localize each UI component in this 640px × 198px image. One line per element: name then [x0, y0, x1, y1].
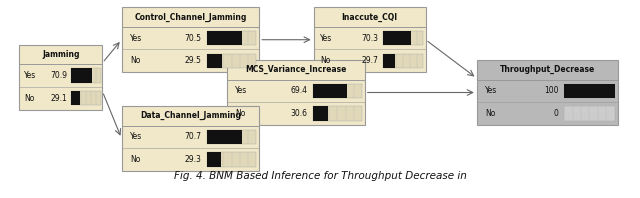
Bar	[312, 84, 362, 98]
Bar	[383, 31, 424, 45]
Bar	[207, 31, 257, 45]
Text: Yes: Yes	[485, 86, 497, 95]
Bar	[207, 53, 221, 68]
Bar	[383, 53, 424, 68]
Text: 70.3: 70.3	[362, 34, 379, 43]
Bar	[207, 31, 242, 45]
Bar	[314, 7, 426, 72]
Text: Jamming: Jamming	[42, 50, 79, 59]
Text: 70.9: 70.9	[51, 71, 67, 80]
Bar	[207, 130, 242, 144]
Text: No: No	[130, 56, 140, 65]
Bar	[207, 53, 257, 68]
Text: No: No	[130, 155, 140, 164]
Text: Control_Channel_Jamming: Control_Channel_Jamming	[134, 12, 246, 22]
Bar	[71, 68, 100, 83]
Bar	[122, 106, 259, 171]
Text: No: No	[485, 109, 495, 118]
Bar	[564, 84, 615, 98]
Text: No: No	[24, 94, 35, 103]
Text: Yes: Yes	[130, 132, 142, 141]
Text: 70.5: 70.5	[184, 34, 202, 43]
Text: 70.7: 70.7	[184, 132, 202, 141]
Bar	[207, 130, 257, 144]
Bar	[312, 106, 328, 121]
Bar	[227, 60, 365, 125]
Text: Yes: Yes	[24, 71, 36, 80]
Text: 29.5: 29.5	[184, 56, 202, 65]
Text: 69.4: 69.4	[290, 86, 307, 95]
Bar	[312, 84, 347, 98]
Bar	[71, 91, 79, 106]
Text: 29.3: 29.3	[184, 155, 202, 164]
Text: Data_Channel_Jamming: Data_Channel_Jamming	[140, 111, 241, 120]
Bar	[207, 152, 257, 167]
Bar	[312, 106, 362, 121]
Bar	[71, 68, 92, 83]
Bar	[383, 53, 395, 68]
Text: No: No	[236, 109, 246, 118]
Bar	[71, 91, 100, 106]
Text: 29.1: 29.1	[51, 94, 67, 103]
Bar	[564, 84, 615, 98]
Text: 29.7: 29.7	[362, 56, 379, 65]
Text: Yes: Yes	[130, 34, 142, 43]
Text: Fig. 4. BNM Based Inference for Throughput Decrease in: Fig. 4. BNM Based Inference for Throughp…	[173, 171, 467, 181]
Text: MCS_Variance_Increase: MCS_Variance_Increase	[245, 65, 347, 74]
Text: Inaccute_CQI: Inaccute_CQI	[342, 12, 397, 22]
Text: 30.6: 30.6	[290, 109, 307, 118]
Text: 0: 0	[554, 109, 559, 118]
Bar	[477, 60, 618, 125]
Bar	[383, 31, 412, 45]
Bar	[19, 45, 102, 109]
Bar	[207, 152, 221, 167]
Text: No: No	[320, 56, 331, 65]
Bar	[122, 7, 259, 72]
Text: Throughput_Decrease: Throughput_Decrease	[500, 65, 595, 74]
Bar	[564, 106, 615, 121]
Text: Yes: Yes	[320, 34, 333, 43]
Text: Yes: Yes	[236, 86, 248, 95]
Text: 100: 100	[544, 86, 559, 95]
